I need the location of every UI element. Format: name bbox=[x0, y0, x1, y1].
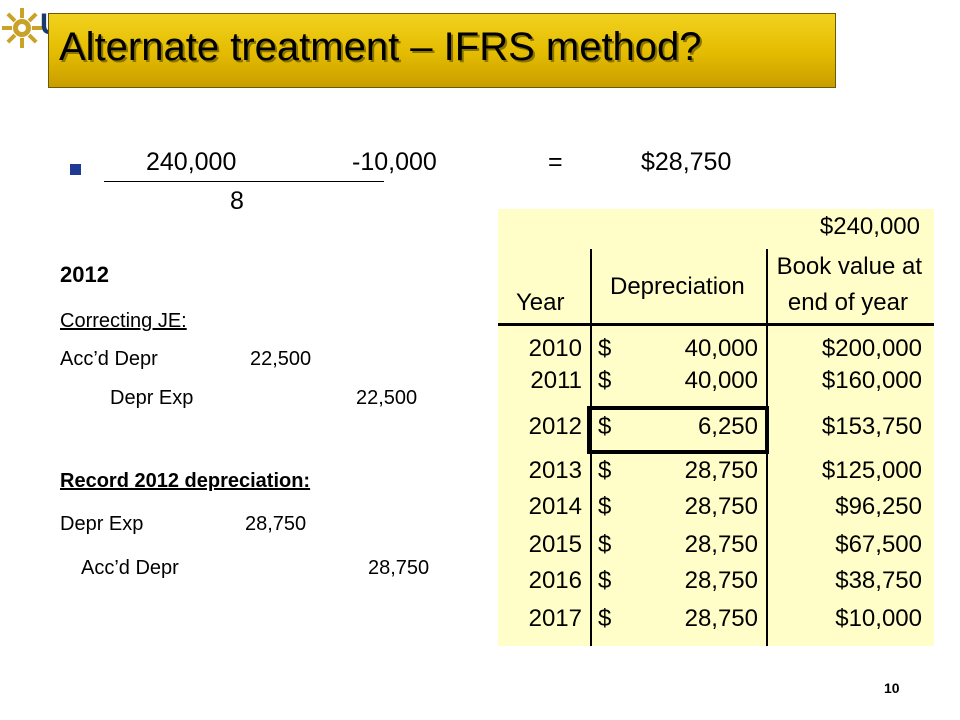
je1-debit-amount: 22,500 bbox=[250, 348, 312, 370]
je2-credit-account: Acc’d Depr bbox=[81, 557, 179, 579]
row-depreciation: 28,750 bbox=[684, 493, 758, 520]
row-book-value: $153,750 bbox=[821, 413, 922, 440]
row-currency: $ bbox=[598, 367, 612, 394]
depreciation-table: $240,000 Year Depreciation Book value at… bbox=[498, 209, 934, 646]
je2-debit-amount: 28,750 bbox=[245, 513, 307, 535]
row-depreciation: 28,750 bbox=[684, 457, 758, 484]
header-year: Year bbox=[516, 289, 565, 316]
row-book-value: $10,000 bbox=[835, 605, 922, 632]
year-heading: 2012 bbox=[60, 262, 109, 287]
row-year: 2013 bbox=[528, 457, 582, 484]
row-depreciation: 40,000 bbox=[684, 367, 758, 394]
row-currency: $ bbox=[598, 413, 612, 440]
formula-divisor: 8 bbox=[230, 187, 244, 215]
formula-result: $28,750 bbox=[641, 148, 732, 176]
header-book-value-line1: Book value at bbox=[776, 253, 922, 280]
row-currency: $ bbox=[598, 493, 612, 520]
correcting-je-label: Correcting JE: bbox=[60, 310, 187, 332]
row-depreciation: 28,750 bbox=[684, 567, 758, 594]
header-book-value-line2: end of year bbox=[787, 289, 908, 316]
je2-credit-amount: 28,750 bbox=[368, 557, 430, 579]
page-number: 10 bbox=[884, 680, 900, 696]
row-currency: $ bbox=[598, 567, 612, 594]
title-banner: Alternate treatment – IFRS method? bbox=[48, 13, 836, 88]
row-year: 2017 bbox=[528, 605, 582, 632]
header-depreciation: Depreciation bbox=[610, 273, 745, 300]
row-depreciation: 28,750 bbox=[684, 531, 758, 558]
row-currency: $ bbox=[598, 457, 612, 484]
row-depreciation: 40,000 bbox=[684, 335, 758, 362]
row-book-value: $96,250 bbox=[835, 493, 922, 520]
row-book-value: $160,000 bbox=[821, 367, 922, 394]
highlighted-cell-2012 bbox=[587, 406, 769, 454]
je2-debit-account: Depr Exp bbox=[60, 513, 144, 535]
initial-value: $240,000 bbox=[819, 213, 920, 240]
row-currency: $ bbox=[598, 335, 612, 362]
row-depreciation: 28,750 bbox=[684, 605, 758, 632]
university-seal-logo bbox=[2, 8, 42, 48]
je1-credit-account: Depr Exp bbox=[110, 387, 194, 409]
row-book-value: $67,500 bbox=[835, 531, 922, 558]
row-year: 2014 bbox=[528, 493, 582, 520]
row-book-value: $38,750 bbox=[835, 567, 922, 594]
row-year: 2010 bbox=[528, 335, 582, 362]
row-year: 2011 bbox=[530, 367, 582, 394]
formula-numerator-b: -10,000 bbox=[352, 148, 437, 176]
row-currency: $ bbox=[598, 605, 612, 632]
row-currency: $ bbox=[598, 531, 612, 558]
je1-credit-amount: 22,500 bbox=[356, 387, 418, 409]
row-year: 2016 bbox=[528, 567, 582, 594]
formula-numerator-a: 240,000 bbox=[146, 148, 237, 176]
row-book-value: $125,000 bbox=[821, 457, 922, 484]
bullet-square-icon bbox=[70, 164, 81, 175]
row-year: 2015 bbox=[528, 531, 582, 558]
row-book-value: $200,000 bbox=[821, 335, 922, 362]
record-depreciation-label: Record 2012 depreciation: bbox=[60, 470, 311, 492]
fraction-bar bbox=[104, 181, 384, 182]
row-depreciation: 6,250 bbox=[697, 413, 758, 440]
slide-title: Alternate treatment – IFRS method? bbox=[59, 25, 702, 69]
column-divider bbox=[590, 249, 592, 646]
row-year: 2012 bbox=[528, 413, 582, 440]
header-underline bbox=[498, 323, 934, 326]
formula-equals: = bbox=[548, 148, 563, 176]
je1-debit-account: Acc’d Depr bbox=[60, 348, 158, 370]
